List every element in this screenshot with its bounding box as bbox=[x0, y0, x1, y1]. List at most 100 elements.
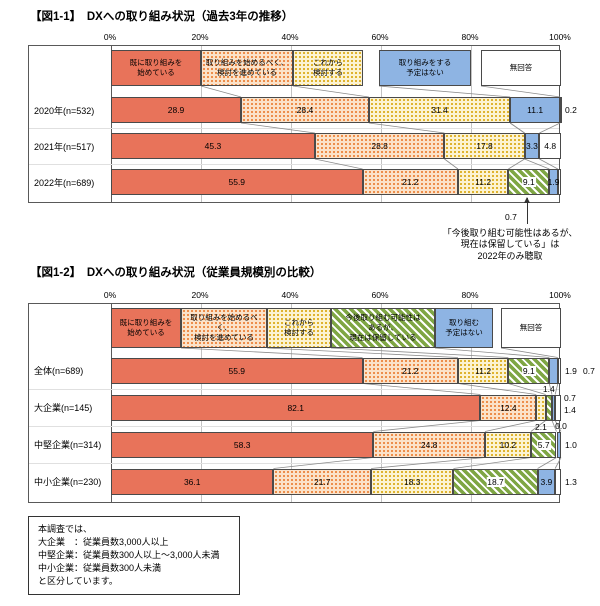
value-label: 17.8 bbox=[476, 141, 493, 151]
bar-segment bbox=[111, 431, 374, 458]
bar-segment bbox=[111, 357, 363, 384]
axis-tick-label: 80% bbox=[461, 32, 479, 42]
bar-segment bbox=[111, 468, 274, 495]
value-label: 11.2 bbox=[475, 365, 492, 376]
axis-tick-label: 100% bbox=[549, 32, 571, 42]
legend-item: これから 検討する bbox=[293, 50, 363, 86]
bar-segment bbox=[373, 431, 485, 458]
legend-item: 既に取り組みを 始めている bbox=[111, 50, 201, 86]
bar-segment bbox=[536, 394, 546, 421]
bar-segment bbox=[368, 97, 511, 123]
bar-segment bbox=[555, 394, 562, 421]
value-label: 31.4 bbox=[431, 105, 448, 115]
bar-segment bbox=[510, 97, 561, 123]
stacked-bar bbox=[111, 357, 561, 384]
value-label: 2.1 bbox=[535, 421, 547, 432]
value-label: 36.1 bbox=[183, 476, 201, 487]
bar-segment bbox=[545, 394, 552, 421]
bar-segment bbox=[557, 357, 561, 384]
value-label: 28.9 bbox=[167, 105, 185, 115]
bar-segment bbox=[480, 394, 537, 421]
value-label: 0.7 bbox=[564, 392, 576, 403]
value-label: 55.9 bbox=[228, 365, 246, 376]
note-line: 本調査では、 bbox=[38, 524, 93, 534]
value-label: 12.4 bbox=[500, 402, 517, 413]
chart-row: 2021年(n=517) 45.3 28.8 17.8 3.3 4.8 bbox=[29, 128, 561, 164]
x-axis: 0% 20% 40% 60% 80% 100% bbox=[28, 31, 571, 45]
value-label: 9.1 bbox=[521, 365, 536, 376]
stacked-bar bbox=[111, 133, 561, 159]
legend-item: 既に取り組みを 始めている bbox=[111, 308, 181, 348]
gridline bbox=[201, 46, 202, 202]
axis-tick-label: 40% bbox=[281, 290, 299, 300]
bar-segment bbox=[549, 357, 558, 384]
bar-segment bbox=[362, 357, 458, 384]
row-label: 2020年(n=532) bbox=[34, 105, 95, 116]
value-label: 18.3 bbox=[403, 476, 421, 487]
row-label: 中小企業(n=230) bbox=[34, 477, 102, 487]
bar-segment bbox=[111, 133, 315, 159]
note-line: 中小企業：従業員数300人未満 bbox=[38, 563, 162, 574]
annotation-value-label: 0.7 bbox=[505, 212, 517, 222]
row-separator bbox=[29, 128, 559, 129]
row-label: 2022年(n=689) bbox=[34, 177, 95, 188]
bar-segment bbox=[111, 169, 363, 195]
bar-segment bbox=[371, 468, 454, 495]
legend-item: 取り組みをする 予定はない bbox=[379, 50, 471, 86]
bar-segment bbox=[457, 357, 509, 384]
chart-row: 2020年(n=532) 28.9 28.4 31.4 11.1 0.2 bbox=[29, 92, 577, 128]
chart-row: 2022年(n=689) 55.9 21.2 11.2 9.1 1.9 bbox=[29, 164, 561, 200]
legend-item: 無回答 bbox=[481, 50, 561, 86]
bar-segment bbox=[241, 97, 369, 123]
bar-segment bbox=[484, 431, 531, 458]
survey-definition-note-box: 本調査では、 大企業 ：従業員数3,000人以上 中堅企業：従業員数300人以上… bbox=[28, 516, 240, 596]
row-label: 中堅企業(n=314) bbox=[34, 440, 102, 450]
value-label: 1.4 bbox=[564, 404, 576, 415]
value-label: 4.8 bbox=[544, 141, 557, 151]
chart-row: 中小企業(n=230) 36.1 21.7 18.3 18.7 3.9 1.3 bbox=[29, 463, 577, 500]
value-label: 55.9 bbox=[228, 177, 246, 187]
stacked-bar bbox=[111, 97, 563, 123]
bar-segment bbox=[457, 169, 509, 195]
stacked-bar bbox=[111, 431, 561, 458]
axis-tick-label: 60% bbox=[371, 32, 389, 42]
bar-segment bbox=[560, 97, 563, 123]
value-label: 11.1 bbox=[527, 105, 544, 115]
bar-segment bbox=[552, 394, 556, 421]
row-label: 大企業(n=145) bbox=[34, 403, 93, 413]
figure2-title: 【図1-2】 DXへの取り組み状況（従業員規模別の比較） bbox=[30, 267, 322, 279]
annotation-note-text: 「今後取り組む可能性はあるが、 現在は保留している」は 2022年のみ聴取 bbox=[442, 228, 578, 261]
annotation-up-arrow-icon bbox=[524, 197, 530, 224]
value-label: 21.2 bbox=[401, 365, 419, 376]
legend-item: 取り組みを始めるべく、 検討を進めている bbox=[201, 50, 293, 86]
bar-segment bbox=[524, 133, 540, 159]
bar-segment bbox=[273, 468, 372, 495]
value-label: 18.7 bbox=[486, 476, 505, 487]
gridline bbox=[291, 46, 292, 202]
row-separator bbox=[29, 389, 559, 390]
series-connector-lines bbox=[200, 85, 561, 170]
stacked-bar bbox=[111, 394, 562, 421]
bar-segment bbox=[537, 468, 556, 495]
value-label: 1.3 bbox=[565, 476, 577, 487]
value-label: 5.7 bbox=[536, 439, 551, 450]
bar-segment bbox=[111, 97, 242, 123]
bar-segment bbox=[111, 394, 481, 421]
stacked-bar bbox=[111, 169, 561, 195]
x-axis: 0% 20% 40% 60% 80% 100% bbox=[28, 289, 571, 303]
value-label: 9.1 bbox=[521, 177, 536, 187]
figure2-stacked-bar-chart: 0% 20% 40% 60% 80% 100% 既に取り組みを 始めている 取り組みを始めるべ… bbox=[28, 289, 595, 503]
value-label: 1.9 bbox=[565, 365, 577, 376]
legend-item: これから 検討する bbox=[267, 308, 331, 348]
value-label: 0.2 bbox=[565, 105, 577, 115]
chart-row: 全体(n=689) 55.9 21.2 11.2 9.1 1.9 0.7 bbox=[29, 352, 595, 389]
value-label: 3.3 bbox=[526, 141, 538, 151]
chart-row: 中堅企業(n=314) 58.3 24.8 10.2 5.7 1.0 0.0 bbox=[29, 421, 577, 463]
value-label: 24.8 bbox=[420, 439, 438, 450]
axis-tick-label: 20% bbox=[191, 32, 209, 42]
value-label: 1.4 bbox=[542, 383, 555, 394]
note-line: と区分しています。 bbox=[38, 576, 118, 587]
row-label: 全体(n=689) bbox=[34, 366, 84, 376]
axis-tick-label: 0% bbox=[103, 32, 117, 42]
